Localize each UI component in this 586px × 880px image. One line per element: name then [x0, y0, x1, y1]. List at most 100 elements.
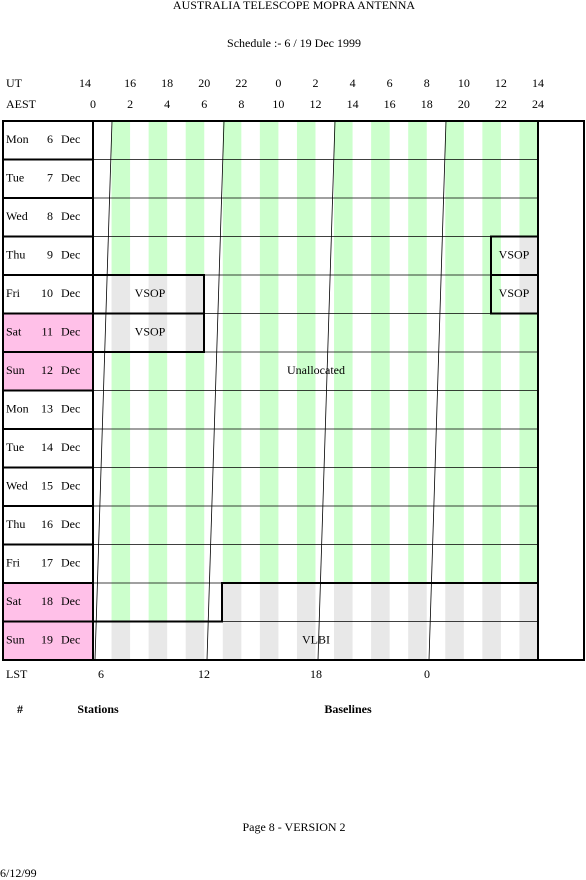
stripe [259, 121, 279, 160]
month: Dec [61, 633, 80, 647]
weekend-cell [3, 583, 93, 622]
stripe [259, 313, 279, 352]
aest-tick: 14 [347, 97, 359, 111]
stripe [519, 159, 538, 198]
aest-tick: 20 [458, 97, 470, 111]
stripe [482, 198, 501, 237]
month: Dec [61, 171, 80, 185]
stripe [148, 352, 168, 391]
stripe [408, 467, 427, 506]
stripe [222, 159, 242, 198]
stripe [222, 313, 242, 352]
lst-tick: 18 [310, 667, 322, 681]
stripe [111, 621, 131, 660]
weekday: Sat [6, 594, 22, 608]
stripe [408, 544, 427, 583]
stripe [111, 390, 131, 429]
stripe [371, 390, 390, 429]
stripe [334, 275, 353, 314]
stripe [445, 159, 464, 198]
stripe [334, 313, 353, 352]
stripe [185, 236, 205, 275]
stripe [222, 544, 242, 583]
stripe [371, 544, 390, 583]
stripe [445, 506, 464, 545]
stripe [296, 390, 316, 429]
stripe [296, 275, 316, 314]
stripe [334, 236, 353, 275]
stripe [185, 583, 205, 622]
stripe [519, 275, 538, 314]
stripe [445, 121, 464, 160]
ut-tick: 8 [424, 76, 430, 90]
aest-tick: 24 [532, 97, 544, 111]
month: Dec [61, 209, 80, 223]
block-label: VSOP [499, 286, 530, 300]
stripe [334, 121, 353, 160]
stripe [148, 390, 168, 429]
stripe [445, 621, 464, 660]
weekday: Tue [6, 171, 24, 185]
stripe [222, 429, 242, 468]
month: Dec [61, 325, 80, 339]
stripe [371, 621, 390, 660]
ut-tick: 14 [532, 76, 544, 90]
stripe [408, 506, 427, 545]
stripe [334, 198, 353, 237]
weekend-cell [3, 313, 93, 352]
stripe [259, 275, 279, 314]
lst-label: LST [6, 667, 28, 681]
ut-tick: 22 [235, 76, 247, 90]
weekday: Mon [6, 402, 29, 416]
right-frame [537, 120, 585, 661]
month: Dec [61, 440, 80, 454]
stripe [482, 544, 501, 583]
lst-tick: 12 [198, 667, 210, 681]
stripe [408, 121, 427, 160]
stripe [482, 467, 501, 506]
stripe [296, 429, 316, 468]
stripe [371, 313, 390, 352]
stripe [408, 236, 427, 275]
stripe [408, 313, 427, 352]
stripe [222, 506, 242, 545]
block [92, 582, 539, 661]
month: Dec [61, 556, 80, 570]
aest-tick: 18 [421, 97, 433, 111]
stripe [371, 159, 390, 198]
stripe [185, 159, 205, 198]
stripe [296, 236, 316, 275]
stripe [445, 198, 464, 237]
date: 13 [41, 402, 53, 416]
stripe [482, 583, 501, 622]
weekday: Fri [6, 286, 21, 300]
month: Dec [61, 248, 80, 262]
weekend-cell [3, 621, 93, 660]
stripe [408, 390, 427, 429]
stripe [259, 506, 279, 545]
stripe [482, 429, 501, 468]
stripe [445, 352, 464, 391]
weekday: Fri [6, 556, 21, 570]
stripe [222, 198, 242, 237]
aest-tick: 12 [310, 97, 322, 111]
stripe [185, 429, 205, 468]
stripe [259, 544, 279, 583]
month: Dec [61, 517, 80, 531]
stripe [185, 198, 205, 237]
ut-tick: 20 [198, 76, 210, 90]
stripe [259, 429, 279, 468]
stripe [408, 198, 427, 237]
block-label: VSOP [135, 286, 166, 300]
stripe [222, 236, 242, 275]
aest-tick: 8 [238, 97, 244, 111]
aest-tick: 6 [201, 97, 207, 111]
weekday: Wed [6, 479, 28, 493]
stripe [482, 313, 501, 352]
date: 12 [41, 363, 53, 377]
stripe [259, 467, 279, 506]
stripe [148, 621, 168, 660]
stripe [371, 352, 390, 391]
stripe [296, 313, 316, 352]
